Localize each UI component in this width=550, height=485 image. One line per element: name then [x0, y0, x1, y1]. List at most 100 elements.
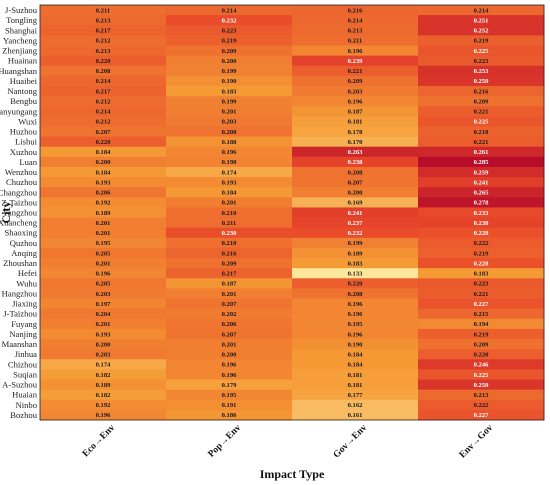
cell-value-label: 0.220 — [474, 352, 490, 359]
cell-value-label: 0.212 — [96, 98, 112, 105]
cell-value-label: 0.196 — [96, 412, 112, 419]
heatmap-cell — [418, 35, 545, 46]
cell-value-label: 0.199 — [222, 98, 238, 105]
heatmap-cell — [418, 136, 545, 148]
cell-value-label: 0.212 — [96, 38, 112, 45]
cell-value-label: 0.208 — [348, 169, 364, 176]
cell-value-label: 0.201 — [96, 230, 111, 237]
city-label: Huzhou — [10, 127, 38, 137]
cell-value-label: 0.214 — [474, 7, 490, 14]
cell-value-label: 0.261 — [474, 149, 489, 156]
cell-value-label: 0.210 — [222, 210, 238, 217]
cell-value-label: 0.238 — [474, 220, 490, 227]
city-label: Changzhou — [0, 187, 38, 197]
cell-value-label: 0.213 — [96, 48, 112, 55]
heatmap-cell — [292, 308, 419, 320]
heatmap-cell — [292, 156, 419, 168]
cell-value-label: 0.207 — [222, 301, 238, 308]
heatmap-cell — [166, 288, 293, 299]
heatmap-cell — [418, 409, 545, 421]
heatmap-cell — [418, 328, 545, 340]
city-label: Zhenjiang — [2, 46, 38, 56]
city-label: Xuzhou — [10, 147, 38, 157]
heatmap-cell — [418, 177, 545, 188]
cell-value-label: 0.201 — [96, 260, 111, 267]
cell-value-label: 0.194 — [474, 321, 490, 328]
cell-value-label: 0.199 — [348, 240, 364, 247]
cell-value-label: 0.219 — [474, 38, 490, 45]
cell-value-label: 0.196 — [348, 98, 364, 105]
cell-value-label: 0.196 — [222, 372, 238, 379]
city-label: Jiaxing — [12, 299, 38, 309]
heatmap-cell — [292, 258, 419, 269]
cell-value-label: 0.222 — [474, 240, 490, 247]
cell-value-label: 0.196 — [222, 362, 238, 369]
impact-type-labels: Eco→Env Pop→Env Gov→Env Env→Gov — [81, 423, 495, 460]
city-label: Lishui — [15, 137, 38, 147]
cell-value-label: 0.198 — [222, 159, 238, 166]
heatmap-cell — [40, 268, 167, 279]
city-label: J-Suzhou — [5, 5, 38, 15]
heatmap-cell — [292, 217, 419, 229]
cell-value-label: 0.227 — [474, 301, 490, 308]
heatmap-cell — [166, 116, 293, 127]
heatmap-cell — [40, 166, 167, 178]
city-label: Maanshan — [2, 339, 38, 349]
cell-value-label: 0.232 — [222, 17, 238, 24]
cell-value-label: 0.207 — [348, 179, 364, 186]
heatmap-cell — [166, 379, 293, 391]
cell-value-label: 0.200 — [222, 352, 238, 359]
heatmap-cell — [292, 339, 419, 350]
heatmap-cell — [292, 399, 419, 411]
cell-value-label: 0.213 — [96, 17, 112, 24]
heatmap-cell — [166, 207, 293, 218]
heatmap-cell — [40, 379, 167, 391]
heatmap-cell — [166, 349, 293, 360]
cell-value-label: 0.251 — [474, 17, 489, 24]
cell-value-label: 0.214 — [222, 7, 238, 14]
cell-value-label: 0.199 — [222, 68, 238, 75]
cell-value-label: 0.182 — [96, 372, 112, 379]
cell-value-label: 0.217 — [96, 88, 112, 95]
heatmap-cell — [292, 116, 419, 127]
cell-value-label: 0.203 — [96, 352, 112, 359]
heatmap-cell — [166, 258, 293, 269]
heatmap-cell — [292, 146, 419, 158]
city-label: Jinhua — [15, 349, 38, 359]
cell-value-label: 0.201 — [222, 341, 237, 348]
cell-value-label: 0.221 — [348, 68, 363, 75]
cell-value-label: 0.183 — [222, 88, 238, 95]
heatmap-cell — [40, 288, 167, 299]
heatmap-cell — [40, 96, 167, 107]
city-label: J-Taizhou — [3, 309, 37, 319]
heatmap-cell — [40, 106, 167, 117]
heatmap-cell — [292, 177, 419, 188]
heatmap-cell — [166, 75, 293, 87]
cell-value-label: 0.178 — [348, 129, 364, 136]
cell-value-label: 0.201 — [222, 200, 237, 207]
heatmap-cell — [166, 409, 293, 421]
cell-value-label: 0.213 — [348, 28, 364, 35]
cell-value-label: 0.174 — [222, 169, 238, 176]
cell-value-label: 0.239 — [348, 58, 364, 65]
cell-value-label: 0.209 — [474, 341, 490, 348]
heatmap-cell — [166, 55, 293, 67]
heatmap-cell — [166, 247, 293, 259]
heatmap-cell — [40, 308, 167, 320]
heatmap-cell — [292, 389, 419, 401]
cell-value-label: 0.183 — [474, 271, 490, 278]
heatmap-cell — [418, 227, 545, 239]
cell-value-label: 0.246 — [474, 362, 490, 369]
heatmap-cell — [40, 197, 167, 208]
heatmap-cell — [292, 379, 419, 391]
heatmap-cell — [166, 278, 293, 289]
cell-value-label: 0.189 — [96, 382, 112, 389]
cell-value-label: 0.203 — [222, 119, 238, 126]
city-label: Hefei — [18, 268, 38, 278]
cell-value-label: 0.200 — [348, 190, 364, 197]
cell-value-label: 0.223 — [222, 28, 238, 35]
cell-value-label: 0.225 — [474, 48, 490, 55]
cell-value-labels: 0.211 0.214 0.216 0.214 0.213 0.232 0.214 0.251… — [96, 7, 490, 419]
heatmap-cell — [166, 126, 293, 137]
cell-value-label: 0.169 — [348, 200, 364, 207]
